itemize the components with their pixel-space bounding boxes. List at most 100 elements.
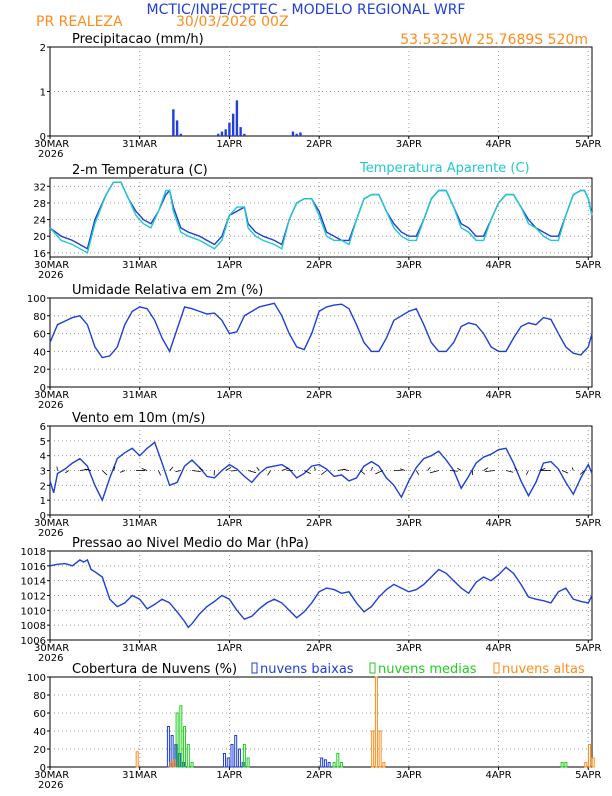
cloud-bar (592, 758, 594, 767)
precip-bar (221, 132, 223, 136)
cloud-bar (247, 758, 249, 767)
panel-title: Cobertura de Nuvens (%) (72, 662, 237, 677)
cloud-bar (383, 763, 385, 768)
cloud-bar (565, 763, 567, 768)
wind-arrow (572, 468, 573, 471)
y-tick-label: 2 (40, 43, 46, 54)
y-tick-label: 1 (40, 496, 46, 507)
cloud-bar (372, 731, 374, 767)
x-tick-label: 5APR (575, 139, 601, 150)
x-tick-label: 3APR (396, 770, 422, 781)
panel-title: Vento em 10m (m/s) (72, 411, 205, 426)
wind-arrow (57, 467, 58, 471)
series-line-temp-0 (50, 182, 592, 249)
y-tick-label: 1018 (21, 547, 46, 558)
x-tick-label: 2APR (306, 260, 332, 271)
x-tick-label: 2APR (306, 643, 332, 654)
panel-title: 2-m Temperatura (C) (72, 163, 208, 178)
cloud-bar (379, 731, 381, 767)
y-tick-label: 0 (40, 511, 46, 522)
y-tick-label: 24 (33, 216, 46, 227)
wind-arrow (562, 471, 568, 474)
legend-swatch (252, 663, 257, 673)
panel-title: Umidade Relativa em 2m (%) (72, 283, 263, 298)
y-tick-label: 28 (33, 199, 46, 210)
y-tick-label: 1016 (21, 562, 46, 573)
cloud-bar (227, 758, 229, 767)
precip-bar (180, 134, 182, 136)
y-tick-label: 0 (40, 763, 46, 774)
y-tick-label: 2 (40, 481, 46, 492)
x-tick-label: 1APR (216, 260, 242, 271)
x-year-label: 2026 (38, 653, 63, 664)
wind-arrow (231, 471, 237, 472)
panel-title: Pressao ao Nivel Medio do Mar (hPa) (72, 536, 309, 551)
temp-legend: Temperatura Aparente (C) (359, 161, 530, 176)
y-tick-label: 80 (33, 312, 46, 323)
y-tick-label: 40 (33, 347, 46, 358)
cloud-bar (561, 763, 563, 768)
y-tick-label: 60 (33, 709, 46, 720)
cloud-bar (167, 727, 169, 768)
precip-bar (228, 123, 230, 136)
precip-bar (296, 134, 298, 136)
cloud-bar (321, 758, 323, 767)
y-tick-label: 1008 (21, 621, 46, 632)
x-tick-label: 5APR (575, 390, 601, 401)
cloud-bar (324, 760, 326, 767)
wind-arrow (375, 471, 382, 474)
wind-arrow (506, 471, 513, 473)
cloud-bar (136, 752, 138, 767)
precip-bar (217, 134, 219, 136)
cloud-bar (238, 749, 240, 767)
y-tick-label: 20 (33, 365, 46, 376)
x-tick-label: 3APR (396, 518, 422, 529)
x-tick-label: 1APR (216, 390, 242, 401)
cloud-bar (235, 736, 237, 768)
panel-title: Precipitacao (mm/h) (72, 32, 204, 47)
y-tick-label: 80 (33, 691, 46, 702)
header-coords: 53.5325W 25.7689S 520m (400, 32, 588, 48)
y-tick-label: 1014 (21, 577, 46, 588)
y-tick-label: 40 (33, 727, 46, 738)
x-tick-label: 1APR (216, 139, 242, 150)
x-tick-label: 4APR (485, 643, 511, 654)
precip-bar (236, 100, 238, 136)
x-tick-label: 31MAR (122, 260, 157, 271)
x-tick-label: 3APR (396, 643, 422, 654)
x-tick-label: 5APR (575, 518, 601, 529)
precip-bar (172, 109, 174, 136)
x-tick-label: 4APR (485, 139, 511, 150)
precip-bar (292, 132, 294, 136)
cloud-bar (375, 677, 377, 767)
x-tick-label: 5APR (575, 643, 601, 654)
wind-arrow (428, 467, 431, 470)
x-tick-label: 31MAR (122, 518, 157, 529)
wind-arrow (371, 467, 372, 470)
y-tick-label: 1010 (21, 606, 46, 617)
y-tick-label: 1012 (21, 592, 46, 603)
wind-arrow (315, 467, 316, 470)
precip-bar (299, 132, 301, 136)
wind-arrow (321, 471, 326, 475)
x-year-label: 2026 (38, 149, 63, 160)
cloud-bar (223, 754, 225, 768)
wind-arrow (416, 471, 418, 475)
cloud-bar (187, 745, 189, 768)
y-tick-label: 20 (33, 232, 46, 243)
legend-label: nuvens altas (502, 662, 585, 677)
precip-bar (224, 129, 226, 136)
y-tick-label: 0 (40, 383, 46, 394)
cloud-bar (191, 763, 193, 768)
x-year-label: 2026 (38, 400, 63, 411)
wind-arrow (268, 471, 271, 476)
wind-arrow (170, 467, 174, 471)
x-tick-label: 4APR (485, 390, 511, 401)
x-tick-label: 5APR (575, 770, 601, 781)
wind-arrow (457, 468, 461, 470)
